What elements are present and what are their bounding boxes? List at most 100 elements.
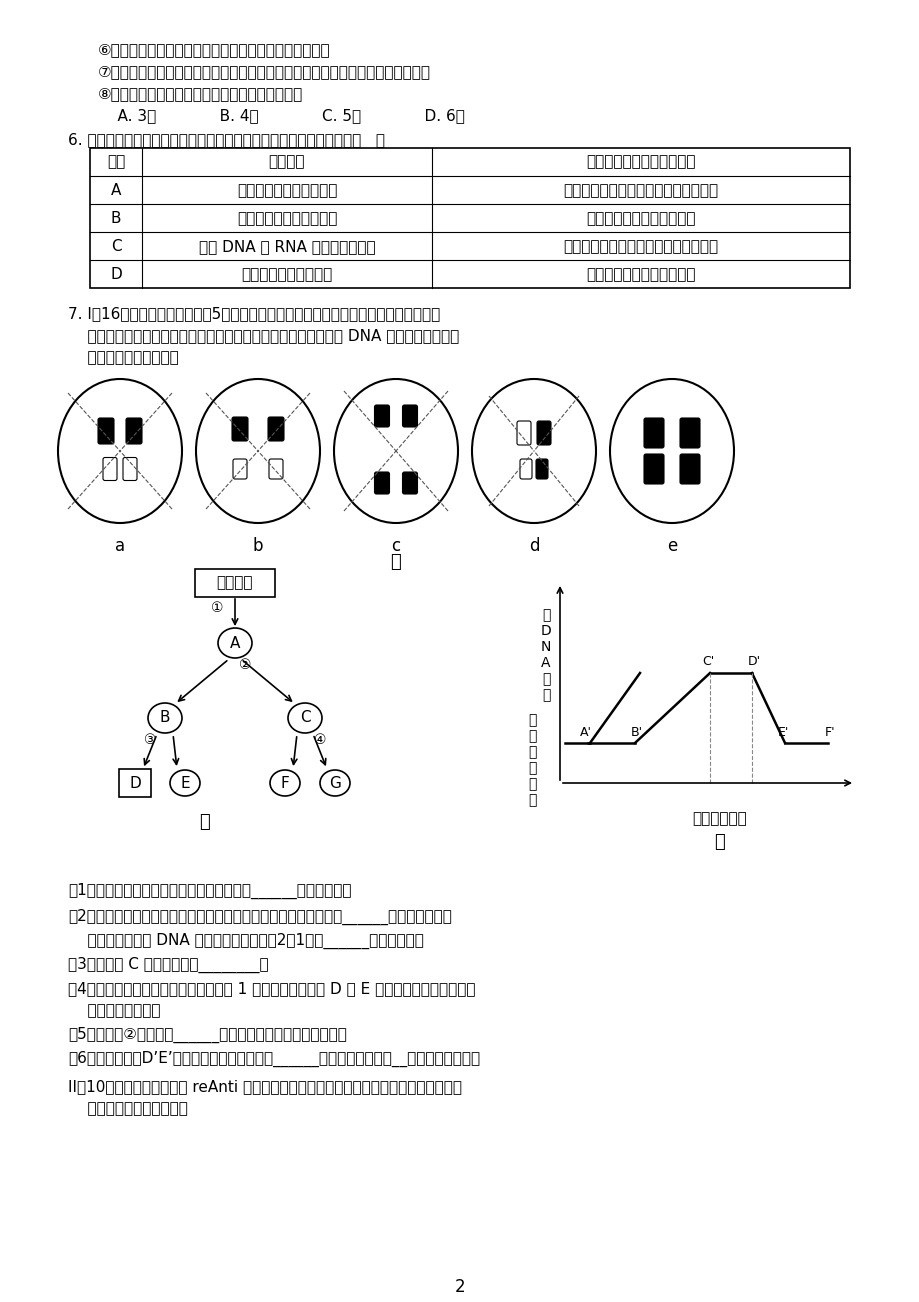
- Ellipse shape: [471, 379, 596, 523]
- Text: 不能使用盐酸增大植物细胞膜的通透性: 不能使用盐酸增大植物细胞膜的通透性: [562, 240, 718, 254]
- FancyBboxPatch shape: [679, 454, 699, 484]
- FancyBboxPatch shape: [537, 421, 550, 445]
- FancyBboxPatch shape: [536, 460, 548, 479]
- Ellipse shape: [288, 703, 322, 733]
- Text: A. 3项             B. 4项             C. 5项             D. 6项: A. 3项 B. 4项 C. 5项 D. 6项: [98, 108, 464, 122]
- Ellipse shape: [334, 379, 458, 523]
- FancyBboxPatch shape: [516, 421, 530, 445]
- Text: 7. I（16分）甲图是某一动物体5个不同时期细胞的示意图，乙图表示某高等哺乳动物减: 7. I（16分）甲图是某一动物体5个不同时期细胞的示意图，乙图表示某高等哺乳动…: [68, 306, 440, 322]
- Text: 数分裂过程简图，丙图表示在细胞分裂时期细胞内每条染色体上 DNA 的含逗变化曲线。: 数分裂过程简图，丙图表示在细胞分裂时期细胞内每条染色体上 DNA 的含逗变化曲线…: [68, 328, 459, 342]
- Text: 不能选择过氧化氢酶催化过氧化氢分解: 不能选择过氧化氢酶催化过氧化氢分解: [562, 184, 718, 198]
- Text: 不能对材料进行解离和固定: 不能对材料进行解离和固定: [585, 211, 695, 227]
- Text: 乙: 乙: [199, 812, 210, 831]
- Ellipse shape: [196, 379, 320, 523]
- Text: A': A': [579, 727, 591, 740]
- Text: 每: 每: [541, 608, 550, 622]
- Ellipse shape: [320, 769, 349, 796]
- Text: 色: 色: [528, 760, 536, 775]
- Text: 程示意图，请据图回答：: 程示意图，请据图回答：: [68, 1101, 187, 1116]
- Text: B: B: [160, 711, 170, 725]
- Text: ⑧细胞在分化过程中细胞膜上的蛋白质会发生改变: ⑧细胞在分化过程中细胞膜上的蛋白质会发生改变: [98, 86, 303, 102]
- Ellipse shape: [58, 379, 182, 523]
- Text: （5）乙图中②过程中的______是导致染色体数目减半的原因。: （5）乙图中②过程中的______是导致染色体数目减半的原因。: [68, 1027, 346, 1043]
- FancyBboxPatch shape: [374, 473, 389, 493]
- Text: D: D: [129, 776, 141, 790]
- Text: 量: 量: [541, 687, 550, 702]
- FancyBboxPatch shape: [403, 473, 417, 493]
- Text: （6）在丙图中，D’E’段所能代表的分裂时期是______，对应甲图中应是__细胞（填字母）。: （6）在丙图中，D’E’段所能代表的分裂时期是______，对应甲图中应是__细…: [68, 1051, 480, 1068]
- Text: D': D': [746, 655, 760, 668]
- Text: 丙: 丙: [714, 833, 724, 852]
- Text: D: D: [110, 267, 121, 283]
- Ellipse shape: [218, 628, 252, 658]
- Ellipse shape: [269, 769, 300, 796]
- Text: C': C': [701, 655, 713, 668]
- FancyBboxPatch shape: [267, 417, 284, 441]
- Text: b: b: [253, 536, 263, 555]
- FancyBboxPatch shape: [643, 418, 664, 448]
- Text: c: c: [391, 536, 400, 555]
- Text: 6. 以下关于实验目的与实验操作的特殊要求或特点的叙述，错误的是（   ）: 6. 以下关于实验目的与实验操作的特殊要求或特点的叙述，错误的是（ ）: [68, 132, 384, 147]
- Ellipse shape: [170, 769, 199, 796]
- Text: 细胞分裂时期: 细胞分裂时期: [692, 811, 746, 825]
- Text: 探究温度对酶活性的影响: 探究温度对酶活性的影响: [236, 184, 337, 198]
- FancyBboxPatch shape: [119, 769, 151, 797]
- Ellipse shape: [148, 703, 182, 733]
- Ellipse shape: [609, 379, 733, 523]
- FancyBboxPatch shape: [103, 457, 117, 480]
- Text: 卵原细胞: 卵原细胞: [217, 575, 253, 591]
- Text: D: D: [540, 624, 550, 638]
- FancyBboxPatch shape: [403, 405, 417, 427]
- FancyBboxPatch shape: [519, 460, 531, 479]
- Text: A: A: [110, 184, 121, 198]
- Text: 上: 上: [528, 793, 536, 807]
- Text: 条: 条: [528, 729, 536, 743]
- Text: a: a: [115, 536, 125, 555]
- Text: 则其原因可能是。: 则其原因可能是。: [68, 1003, 160, 1018]
- Text: 实验操作的特殊要求或特点: 实验操作的特殊要求或特点: [585, 154, 695, 169]
- Text: F: F: [280, 776, 289, 790]
- Text: 染: 染: [528, 745, 536, 759]
- Text: E': E': [777, 727, 788, 740]
- Text: A: A: [540, 656, 550, 671]
- Text: 实验目的: 实验目的: [268, 154, 305, 169]
- FancyBboxPatch shape: [123, 457, 137, 480]
- Text: 甲: 甲: [391, 553, 401, 572]
- FancyBboxPatch shape: [233, 460, 246, 479]
- Text: 不能用蔻馏水分离各种色素: 不能用蔻馏水分离各种色素: [585, 267, 695, 283]
- Text: 含: 含: [541, 672, 550, 686]
- Text: d: d: [528, 536, 539, 555]
- Text: B: B: [110, 211, 121, 227]
- FancyBboxPatch shape: [374, 405, 389, 427]
- Text: ⑥酶通过为反应物供能和降低活化能来提高化学反应速率: ⑥酶通过为反应物供能和降低活化能来提高化学反应速率: [98, 42, 330, 57]
- Text: 分裂现象，其中 DNA 数和染色体数之比为2：1的是______（填字母）。: 分裂现象，其中 DNA 数和染色体数之比为2：1的是______（填字母）。: [68, 934, 424, 949]
- FancyBboxPatch shape: [643, 454, 664, 484]
- Text: ④: ④: [313, 733, 326, 747]
- Text: A: A: [230, 635, 240, 651]
- Text: E: E: [180, 776, 189, 790]
- FancyBboxPatch shape: [98, 418, 114, 444]
- Text: （3）乙图中 C 细胞的名称是________。: （3）乙图中 C 细胞的名称是________。: [68, 957, 268, 973]
- Text: ③: ③: [143, 733, 156, 747]
- FancyBboxPatch shape: [195, 569, 275, 598]
- Text: ①: ①: [210, 602, 223, 615]
- FancyBboxPatch shape: [268, 460, 283, 479]
- Text: ②: ②: [239, 658, 251, 672]
- Text: 观察植物细胞中的线粒体: 观察植物细胞中的线粒体: [236, 211, 337, 227]
- FancyBboxPatch shape: [126, 418, 142, 444]
- Text: 请据图回答以下问题：: 请据图回答以下问题：: [68, 350, 178, 365]
- Text: II（10分）以下为人工合成 reAnti 基因，转入猪成纤维细胞，做成转基因克隆猪的培育过: II（10分）以下为人工合成 reAnti 基因，转入猪成纤维细胞，做成转基因克…: [68, 1079, 461, 1094]
- Text: （4）在不考虑染色体变异的情况下，由 1 个卵原细胞生成的 D 与 E 在基因组成上存在差异，: （4）在不考虑染色体变异的情况下，由 1 个卵原细胞生成的 D 与 E 在基因组…: [68, 980, 475, 996]
- Text: 观察 DNA 和 RNA 在细胞中的分布: 观察 DNA 和 RNA 在细胞中的分布: [199, 240, 375, 254]
- Text: G: G: [329, 776, 341, 790]
- Text: 体: 体: [528, 777, 536, 792]
- Text: e: e: [666, 536, 676, 555]
- Text: ⑦真核细胞的核膜上有核孔，脆氧核糖核酸等大分子物质可以通过核孔进入细胞质: ⑦真核细胞的核膜上有核孔，脆氧核糖核酸等大分子物质可以通过核孔进入细胞质: [98, 64, 430, 79]
- Text: B': B': [630, 727, 642, 740]
- Text: （1）甲图中含同源染色体的细胞分裂图像有______（填字母）。: （1）甲图中含同源染色体的细胞分裂图像有______（填字母）。: [68, 883, 351, 900]
- Text: C: C: [300, 711, 310, 725]
- Text: 提取和分离绿叶中色素: 提取和分离绿叶中色素: [241, 267, 333, 283]
- Text: F': F': [823, 727, 834, 740]
- Text: N: N: [540, 641, 550, 654]
- FancyBboxPatch shape: [232, 417, 248, 441]
